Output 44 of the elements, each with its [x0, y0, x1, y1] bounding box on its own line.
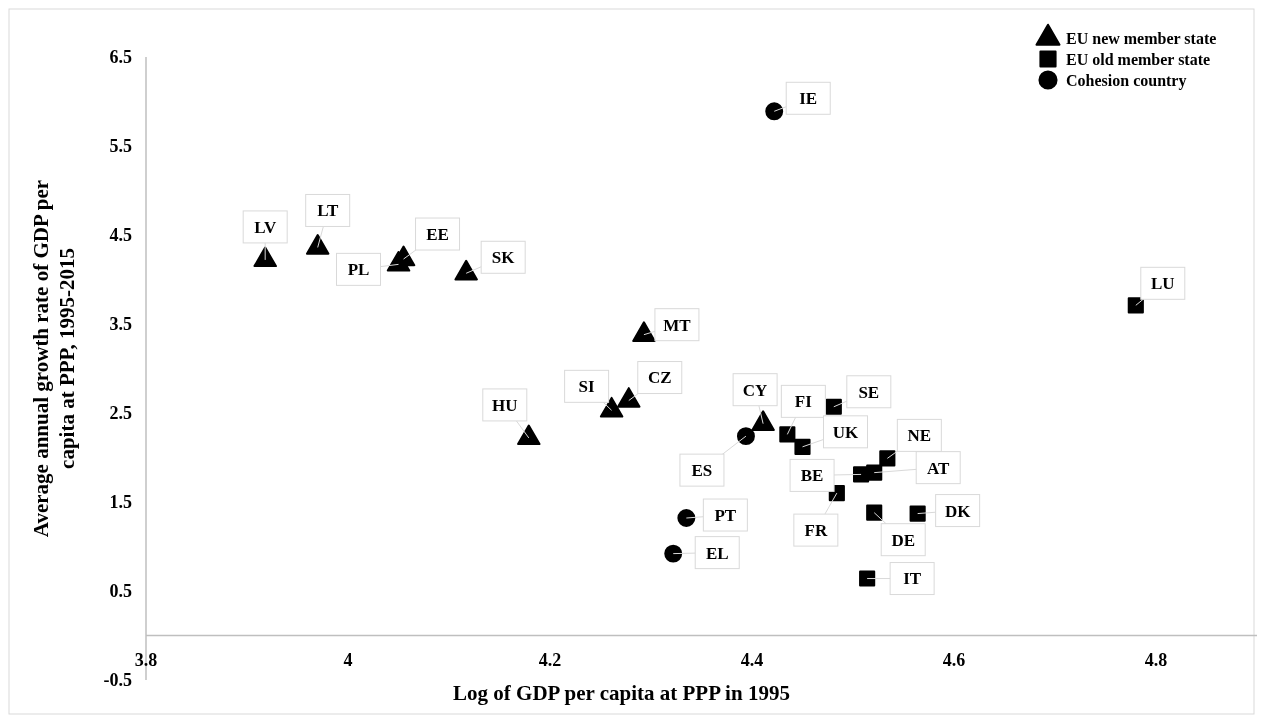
annotation: CY	[742, 380, 768, 400]
annotation: LT	[317, 201, 339, 221]
x-axis-title: Log of GDP per capita at PPP in 1995	[453, 681, 790, 705]
y-tick-label: 6.5	[109, 47, 132, 68]
annotation: UK	[832, 422, 860, 442]
annotation: CZ	[647, 368, 672, 388]
annotation: BE	[800, 466, 824, 486]
y-tick-label: 3.5	[109, 314, 132, 335]
y-tick-label: -0.5	[103, 670, 132, 691]
annotation: EL	[705, 543, 729, 563]
annotation: HU	[492, 395, 518, 415]
annotation: NE	[907, 426, 932, 446]
legend-label: Cohesion country	[1066, 71, 1187, 90]
x-tick-label: 4	[343, 649, 353, 670]
annotation: SK	[491, 248, 516, 268]
y-axis-title: Average annual growth rate of GDP per capita at PPP, 1995-2015	[29, 179, 79, 538]
y-tick-label: 2.5	[109, 403, 132, 424]
legend-label: EU new member state	[1066, 29, 1217, 47]
x-tick-label: 4.4	[740, 649, 764, 670]
annotation: PL	[347, 260, 370, 280]
y-tick-label: 4.5	[109, 225, 132, 246]
annotation: SI	[578, 377, 596, 397]
annotation: DK	[944, 501, 972, 521]
annotation: PT	[714, 505, 737, 525]
y-tick-label: 1.5	[109, 492, 132, 513]
annotation: IE	[799, 89, 818, 109]
annotation: FI	[794, 392, 813, 412]
annotation: DE	[891, 530, 916, 550]
annotation: IT	[903, 569, 922, 589]
annotation: SE	[858, 382, 880, 402]
annotation: LV	[254, 217, 277, 237]
x-tick-label: 4.2	[538, 649, 562, 670]
legend-label: EU old member state	[1066, 50, 1211, 68]
annotation: FR	[804, 521, 828, 541]
annotation: LU	[1150, 274, 1175, 294]
annotation: AT	[927, 458, 951, 478]
annotation: ES	[691, 461, 713, 481]
y-tick-label: 0.5	[109, 581, 132, 602]
x-tick-label: 4.6	[942, 649, 966, 670]
annotation: EE	[426, 224, 449, 244]
annotation: MT	[663, 315, 692, 335]
x-tick-label: 3.8	[134, 649, 158, 670]
y-tick-label: 5.5	[109, 136, 132, 157]
x-tick-label: 4.8	[1144, 649, 1168, 670]
